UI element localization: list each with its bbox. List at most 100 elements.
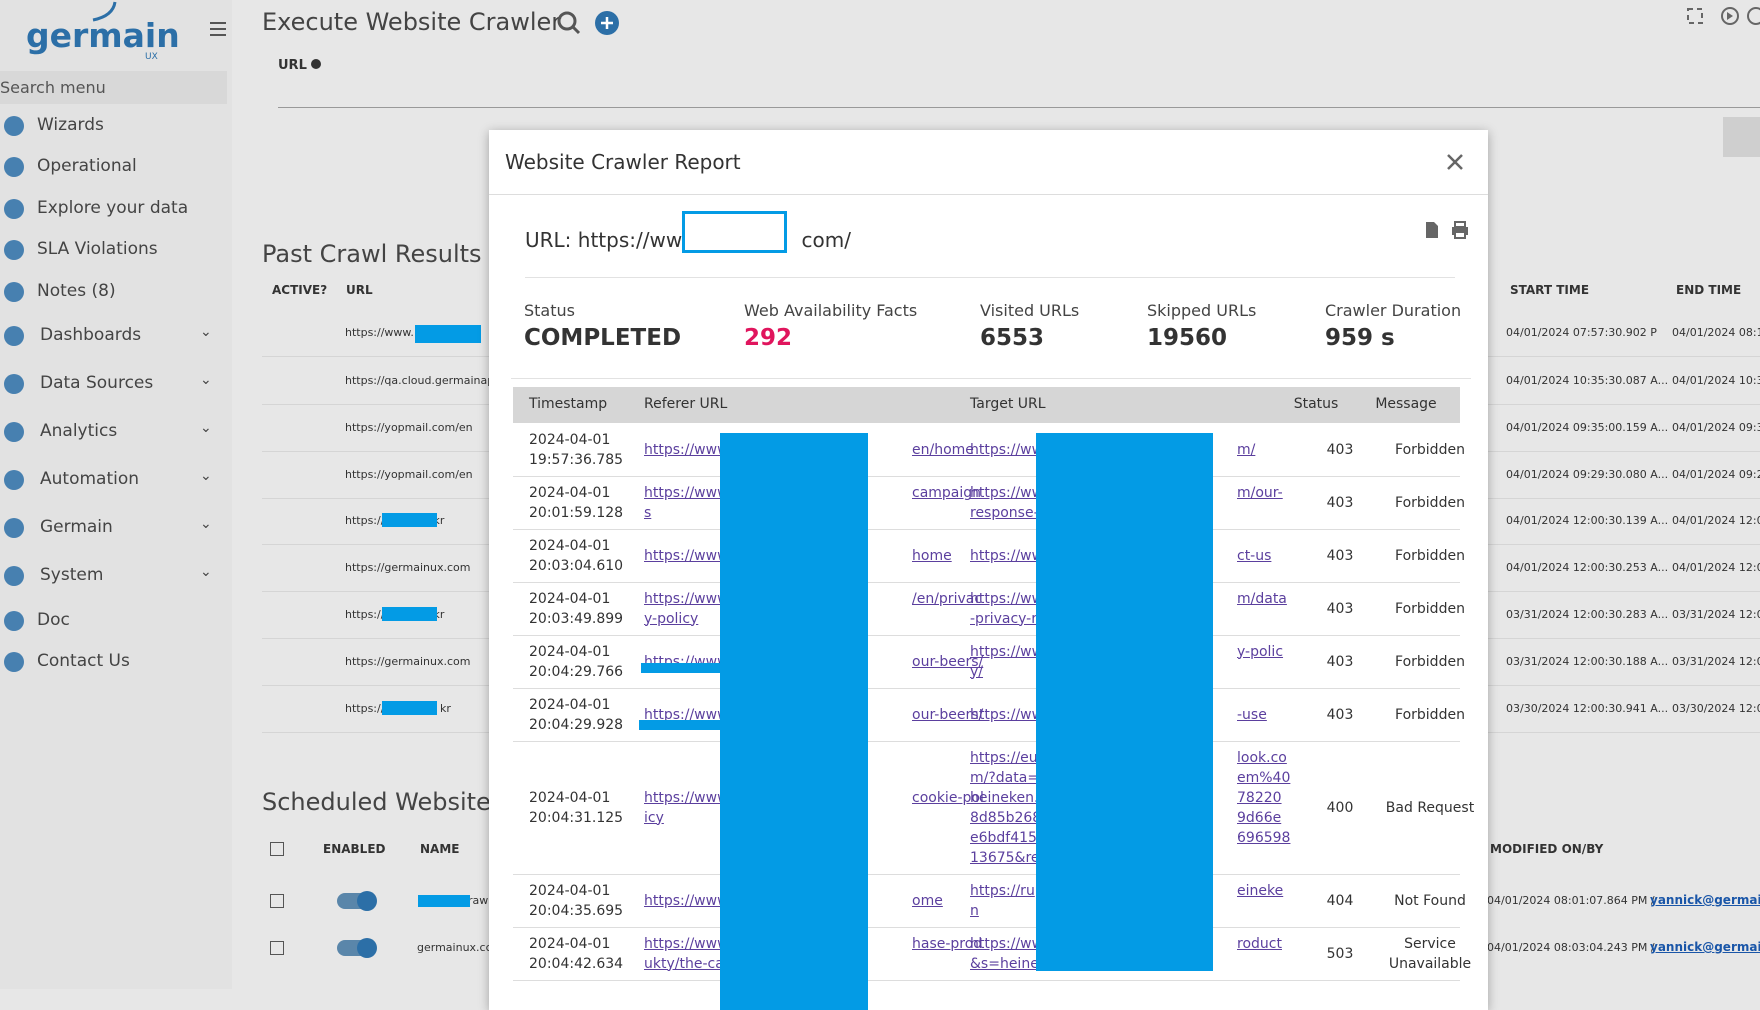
target-link[interactable]: https://ru xyxy=(970,882,1035,899)
timestamp-date: 2024-04-01 xyxy=(529,935,611,952)
menu-toggle[interactable] xyxy=(208,20,228,38)
end-time: 04/01/2024 12:0 xyxy=(1672,514,1760,527)
menu-item[interactable]: Contact Us xyxy=(0,648,232,676)
target-link[interactable]: https://ww xyxy=(970,484,1044,501)
referer-link[interactable]: s xyxy=(644,504,652,521)
referer-link[interactable]: ukty/the-ca xyxy=(644,955,724,972)
target-link[interactable]: ct-us xyxy=(1237,547,1272,564)
target-link[interactable]: https://ww xyxy=(970,590,1044,607)
referer-link[interactable]: our-beers/ xyxy=(912,653,984,670)
target-link[interactable]: m/?data=0 xyxy=(970,769,1048,786)
menu-icon xyxy=(4,652,24,672)
menu-item[interactable]: Dashboards ⌄ xyxy=(0,322,232,350)
target-link[interactable]: 696598 xyxy=(1237,829,1291,846)
target-link[interactable]: n xyxy=(970,902,979,919)
timestamp-date: 2024-04-01 xyxy=(529,696,611,713)
target-link[interactable]: roduct xyxy=(1237,935,1282,952)
redaction xyxy=(641,663,721,673)
target-link[interactable]: heineken.c xyxy=(970,789,1047,806)
menu-label: Data Sources xyxy=(40,373,154,393)
redaction xyxy=(382,607,437,621)
target-link[interactable]: -privacy-re xyxy=(970,610,1046,627)
target-link[interactable]: response- xyxy=(970,504,1039,521)
title-icons[interactable] xyxy=(556,10,626,36)
target-link[interactable]: y-polic xyxy=(1237,643,1284,660)
target-link[interactable]: eineke xyxy=(1237,882,1284,899)
referer-link[interactable]: https://www xyxy=(644,706,729,723)
target-link[interactable]: https://eu xyxy=(970,749,1038,766)
referer-link[interactable]: https://www xyxy=(644,935,729,952)
target-link[interactable]: https://ww xyxy=(970,643,1044,660)
close-button[interactable] xyxy=(1446,153,1464,171)
target-link[interactable]: m/our- xyxy=(1237,484,1283,501)
referer-link[interactable]: https://www xyxy=(644,789,729,806)
referer-link[interactable]: https://www xyxy=(644,547,729,564)
target-link[interactable]: em%40 xyxy=(1237,769,1291,786)
target-link[interactable]: m/ xyxy=(1237,441,1256,458)
target-link[interactable]: y/ xyxy=(970,663,984,680)
referer-link[interactable]: /en/privac xyxy=(912,590,983,607)
target-link[interactable]: 78220 xyxy=(1237,789,1282,806)
menu-item[interactable]: Wizards xyxy=(0,112,232,140)
menu-item[interactable]: Notes (8) xyxy=(0,278,232,306)
toggle[interactable] xyxy=(337,891,377,911)
referer-link[interactable]: icy xyxy=(644,809,664,826)
stat-value: 959 s xyxy=(1325,325,1395,351)
referer-link[interactable]: cookie-pol xyxy=(912,789,984,806)
referer-link[interactable]: y-policy xyxy=(644,610,699,627)
menu-item[interactable]: System ⌄ xyxy=(0,562,232,590)
message-cell: Forbidden xyxy=(1395,653,1465,670)
crawl-button[interactable] xyxy=(1723,117,1760,157)
user-link[interactable]: yannick@germai xyxy=(1650,893,1760,907)
referer-link[interactable]: ome xyxy=(912,892,943,909)
timestamp-time: 20:04:29.928 xyxy=(529,716,624,733)
menu-item[interactable]: SLA Violations xyxy=(0,236,232,264)
page-title: Execute Website Crawler xyxy=(262,8,562,36)
menu-item[interactable]: Germain ⌄ xyxy=(0,514,232,542)
target-link[interactable]: 13675&re xyxy=(970,849,1040,866)
referer-link[interactable]: en/home xyxy=(912,441,974,458)
menu-item[interactable]: Data Sources ⌄ xyxy=(0,370,232,398)
timestamp-date: 2024-04-01 xyxy=(529,537,611,554)
referer-link[interactable]: our-beers/ xyxy=(912,706,984,723)
target-link[interactable]: &s=heinek xyxy=(970,955,1047,972)
target-link[interactable]: https://ww xyxy=(970,706,1044,723)
target-link[interactable]: 9d66e xyxy=(1237,809,1282,826)
toggle[interactable] xyxy=(337,938,377,958)
target-link[interactable]: look.co xyxy=(1237,749,1287,766)
end-time: 03/31/2024 12:0 xyxy=(1672,608,1760,621)
start-time: 04/01/2024 07:57:30.902 P xyxy=(1506,326,1657,339)
export-icons[interactable] xyxy=(1423,220,1473,240)
referer-link[interactable]: https://www xyxy=(644,484,729,501)
search-menu[interactable]: Search menu xyxy=(0,71,227,104)
checkbox[interactable] xyxy=(270,842,284,856)
referer-link[interactable]: https://www xyxy=(644,892,729,909)
referer-link[interactable]: https://www xyxy=(644,590,729,607)
url-input[interactable] xyxy=(278,107,1760,108)
modified-cell: 04/01/2024 08:03:04.243 PM / xyxy=(1487,941,1655,954)
menu-item[interactable]: Doc xyxy=(0,607,232,635)
menu-item[interactable]: Operational xyxy=(0,153,232,181)
target-link[interactable]: https://ww xyxy=(970,441,1044,458)
target-link[interactable]: https://ww xyxy=(970,547,1044,564)
top-right-icons[interactable] xyxy=(1686,6,1760,26)
menu-item[interactable]: Explore your data xyxy=(0,195,232,223)
referer-link[interactable]: hase-prod xyxy=(912,935,983,952)
table-row: 2024-04-01 20:01:59.128 https://www campaig… xyxy=(513,476,1465,530)
target-link[interactable]: m/data xyxy=(1237,590,1287,607)
target-link[interactable]: 8d85b268 xyxy=(970,809,1042,826)
menu-item[interactable]: Automation ⌄ xyxy=(0,466,232,494)
target-link[interactable]: e6bdf415 xyxy=(970,829,1037,846)
menu-item[interactable]: Analytics ⌄ xyxy=(0,418,232,446)
referer-link[interactable]: https://www xyxy=(644,441,729,458)
target-link[interactable]: https://ww xyxy=(970,935,1044,952)
referer-link[interactable]: campaign xyxy=(912,484,982,501)
target-link[interactable]: -use xyxy=(1237,706,1267,723)
user-link[interactable]: yannick@germai xyxy=(1650,940,1760,954)
referer-link[interactable]: home xyxy=(912,547,952,564)
menu-label: Operational xyxy=(37,156,137,176)
chevron: ⌄ xyxy=(200,324,212,340)
checkbox[interactable] xyxy=(270,941,284,955)
menu-label: Doc xyxy=(37,610,70,630)
checkbox[interactable] xyxy=(270,894,284,908)
